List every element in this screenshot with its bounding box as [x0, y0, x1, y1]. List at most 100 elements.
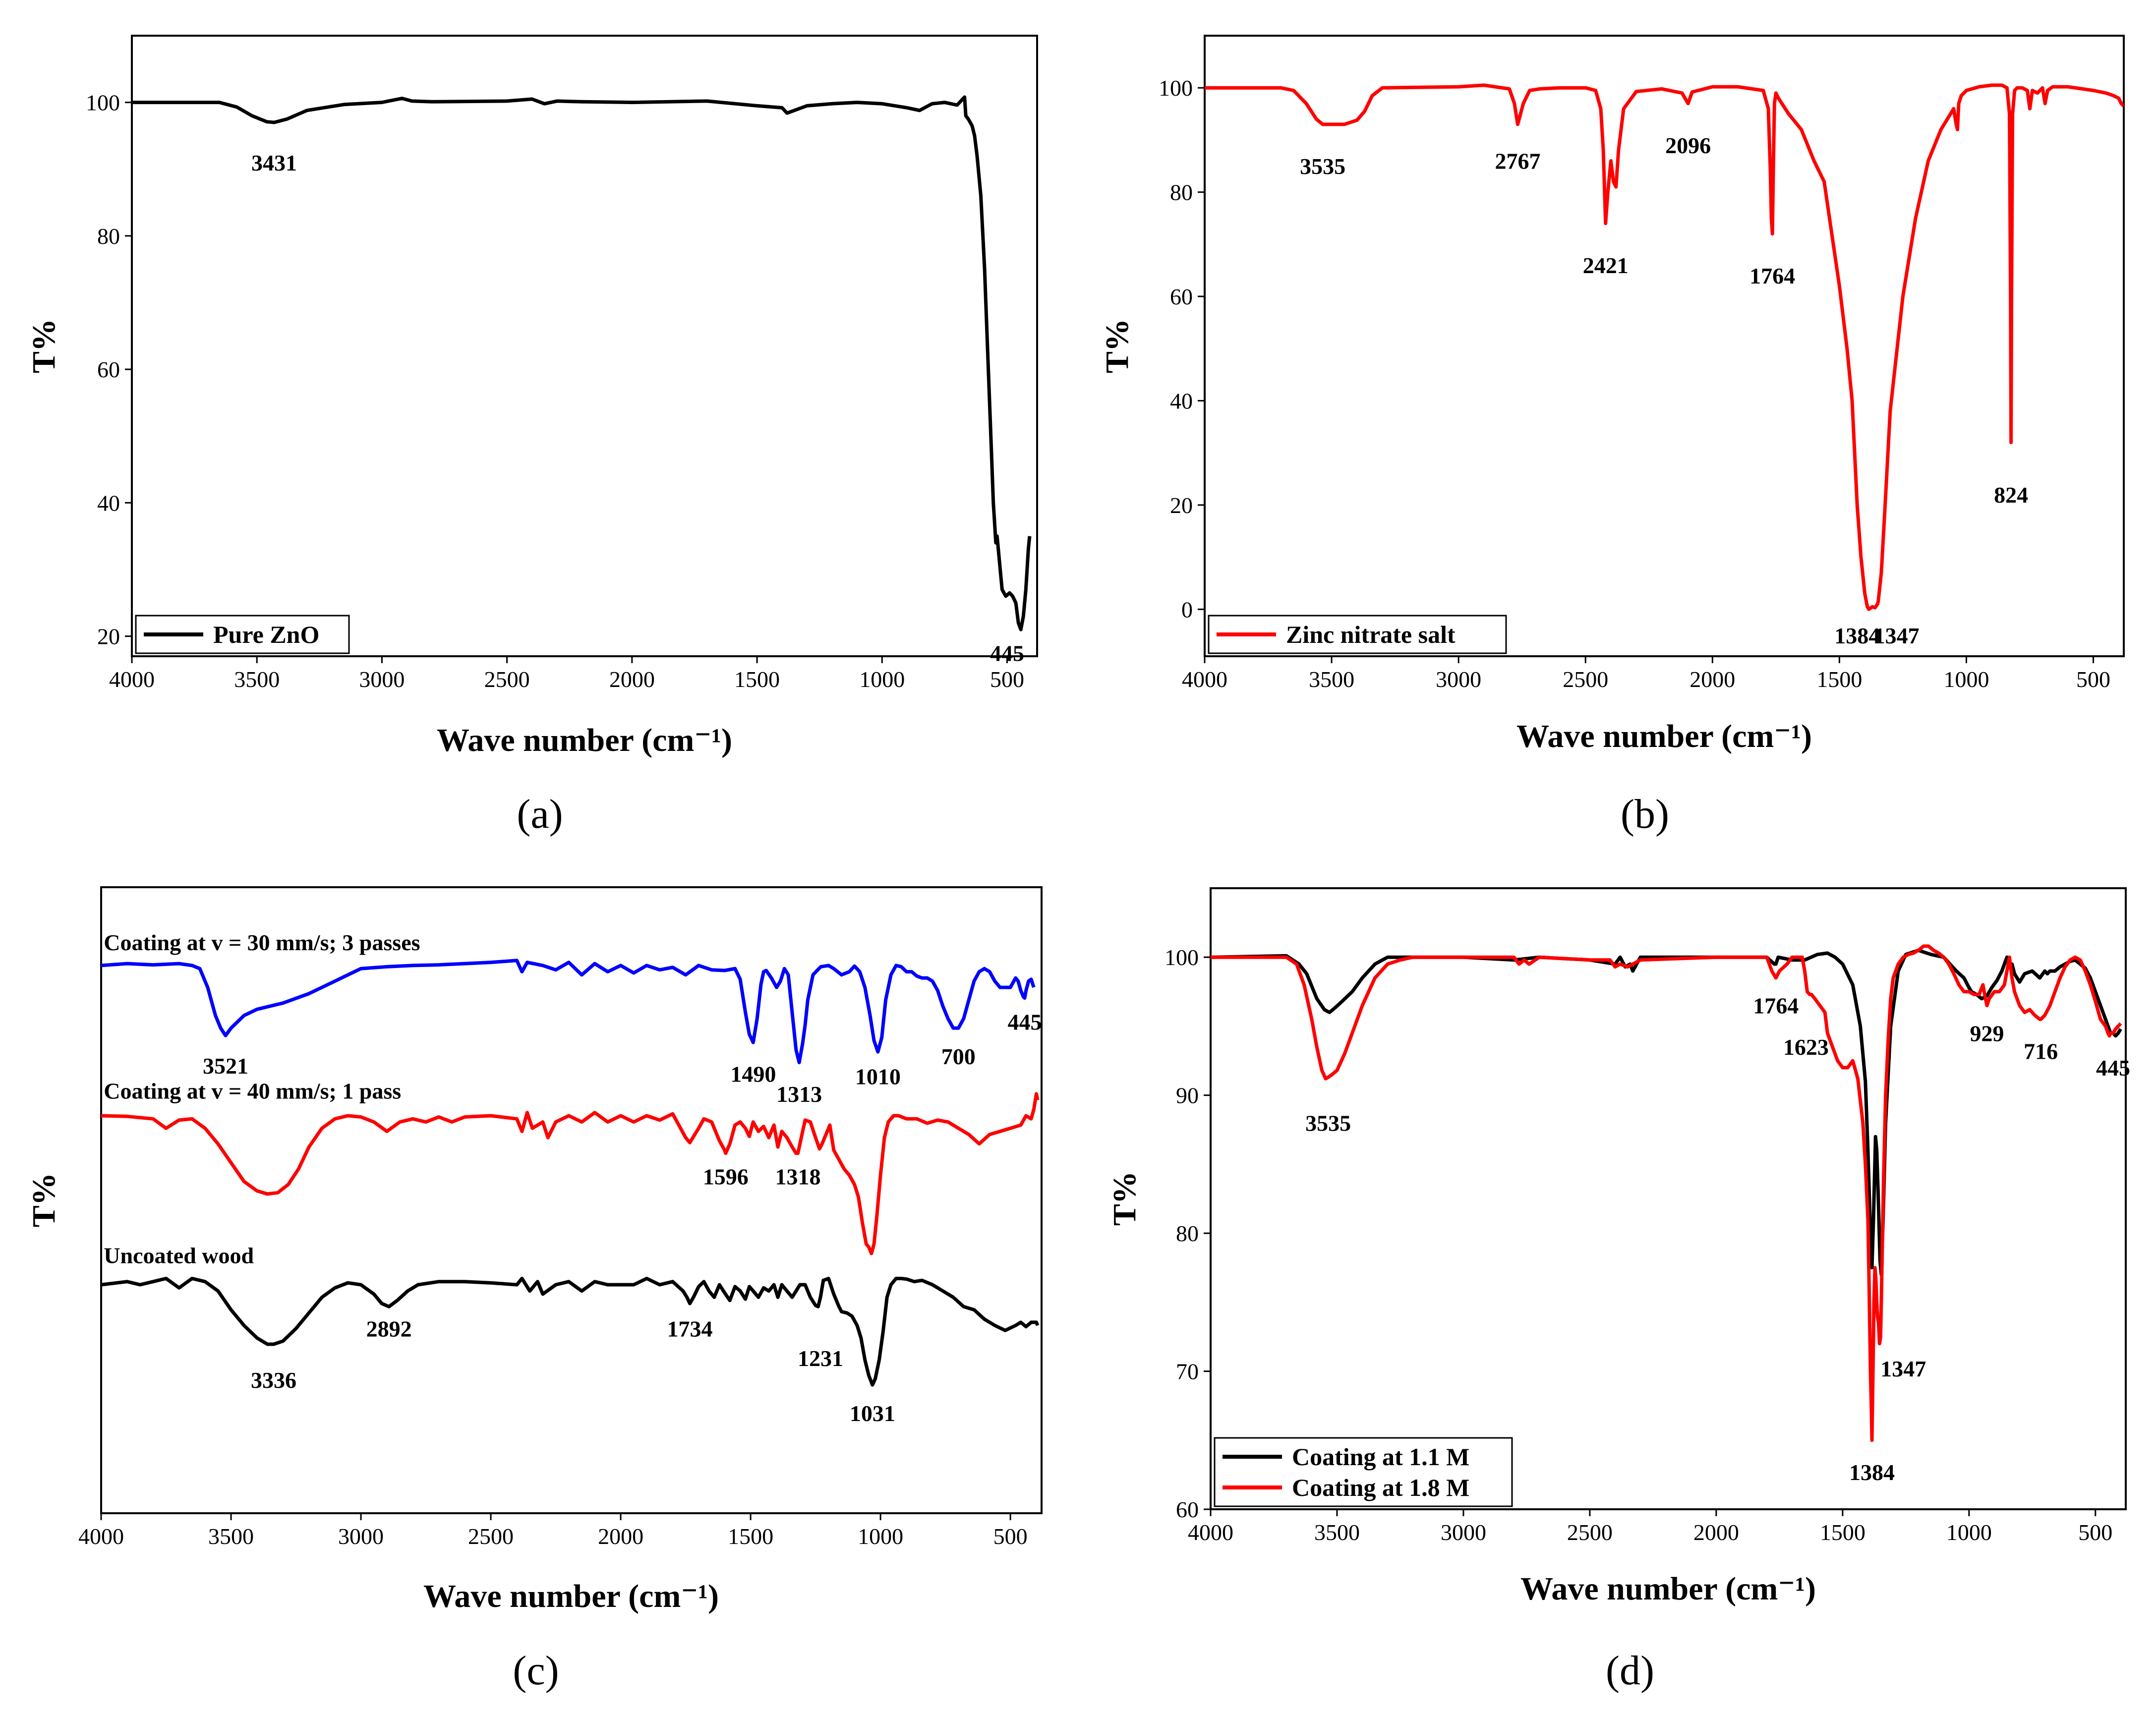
peak-annotation: 1384 — [1834, 623, 1880, 648]
peak-annotation: 716 — [2024, 1039, 2058, 1064]
x-tick-label: 3000 — [1441, 1520, 1486, 1545]
peak-annotation: 445 — [1007, 1010, 1042, 1035]
panel-label: (d) — [1606, 1648, 1654, 1694]
plot-marks: 4000 3500 3000 2500 2000 1500 1000 500 60 70 80 90 1… — [1165, 944, 2130, 1545]
peak-annotation: 1384 — [1849, 1460, 1895, 1485]
y-tick-label: 20 — [97, 624, 120, 649]
x-tick-label: 1500 — [728, 1524, 773, 1549]
legend-label: Coating at 1.8 M — [1292, 1474, 1469, 1501]
y-tick-label: 70 — [1176, 1359, 1199, 1384]
series-line-uncoated-wood — [101, 1276, 1040, 1387]
x-tick-label: 4000 — [78, 1524, 124, 1549]
peak-annotation: 700 — [941, 1044, 976, 1069]
y-tick-label: 40 — [97, 490, 120, 515]
peak-annotation: 1764 — [1753, 993, 1799, 1019]
peak-annotation: 1734 — [667, 1316, 712, 1341]
x-axis-title: Wave number (cm⁻¹) — [437, 722, 732, 758]
peak-annotation: 2892 — [366, 1316, 412, 1341]
peak-annotation: 1490 — [730, 1061, 776, 1086]
peak-annotation: 2096 — [1665, 133, 1711, 158]
peak-annotation: 1347 — [1874, 623, 1920, 648]
x-tick-label: 2500 — [468, 1524, 514, 1549]
y-axis-title: T% — [1107, 1171, 1143, 1226]
y-axis-title: T% — [26, 1173, 62, 1227]
x-tick-label: 2500 — [1567, 1520, 1613, 1545]
series-line-coating-at-1-8-m — [1211, 944, 2122, 1442]
x-tick-label: 1000 — [859, 667, 905, 692]
y-tick-label: 90 — [1176, 1083, 1199, 1108]
x-tick-label: 3500 — [234, 667, 280, 692]
y-tick-label: 100 — [1165, 945, 1199, 970]
x-axis-title: Wave number (cm⁻¹) — [1520, 1571, 1816, 1607]
peak-annotation: 1764 — [1749, 263, 1795, 288]
x-tick-label: 1000 — [1946, 1520, 1992, 1545]
y-tick-label: 60 — [1176, 1497, 1199, 1522]
peak-annotation: Coating at v = 30 mm/s; 3 passes — [104, 930, 420, 955]
series-line-zinc-nitrate-salt — [1205, 83, 2124, 611]
x-tick-label: 3000 — [338, 1524, 384, 1549]
x-tick-label: 500 — [990, 667, 1024, 692]
peak-annotation: 1596 — [703, 1164, 749, 1190]
y-axis-title: T% — [26, 319, 62, 373]
plot-marks: 4000 3500 3000 2500 2000 1500 1000 500 0 20 40 60 80… — [1159, 75, 2124, 692]
x-tick-label: 2500 — [484, 667, 530, 692]
peak-annotation: 1347 — [1880, 1356, 1926, 1381]
panel-d: 4000 3500 3000 2500 2000 1500 1000 500 60 70 80 90 1… — [1107, 887, 2130, 1694]
peak-annotation: 3535 — [1300, 154, 1345, 179]
plot-area-frame — [100, 886, 1043, 1514]
legend-label: Zinc nitrate salt — [1286, 621, 1456, 648]
panel-label: (a) — [517, 791, 563, 837]
x-tick-label: 2000 — [598, 1524, 643, 1549]
series-line-pure-zno — [132, 95, 1032, 631]
series-line-coating-at-v-30-mm-s-3-passes — [101, 959, 1036, 1065]
peak-annotation: 3521 — [203, 1053, 248, 1079]
plot-area-frame — [1204, 35, 2125, 657]
peak-annotation: 3431 — [251, 150, 297, 175]
peak-annotation: 3535 — [1305, 1110, 1351, 1136]
peak-annotation: Uncoated wood — [104, 1243, 254, 1268]
x-tick-label: 3000 — [1436, 667, 1481, 692]
y-tick-label: 20 — [1170, 493, 1193, 518]
peak-annotation: 1623 — [1783, 1034, 1829, 1060]
panel-c: 4000 3500 3000 2500 2000 1500 1000 500 Coating a… — [26, 886, 1043, 1694]
x-tick-label: 3000 — [359, 667, 405, 692]
x-tick-label: 1500 — [1820, 1520, 1865, 1545]
x-tick-label: 500 — [2076, 667, 2110, 692]
y-tick-label: 60 — [1170, 284, 1193, 309]
peak-annotation: 824 — [1994, 482, 2028, 508]
peak-annotation: 1031 — [850, 1401, 895, 1426]
x-tick-label: 2000 — [1693, 1520, 1739, 1545]
x-tick-label: 2000 — [609, 667, 655, 692]
peak-annotation: 1318 — [775, 1164, 820, 1190]
y-tick-label: 80 — [1176, 1221, 1199, 1246]
panel-b: 4000 3500 3000 2500 2000 1500 1000 500 0 20 40 60 80… — [1099, 35, 2125, 837]
x-tick-label: 2000 — [1690, 667, 1735, 692]
x-tick-label: 1500 — [1816, 667, 1862, 692]
plot-area-frame — [131, 35, 1038, 657]
legend-label: Pure ZnO — [213, 621, 319, 648]
peak-annotation: 1313 — [776, 1082, 822, 1107]
x-tick-label: 1000 — [1943, 667, 1989, 692]
y-tick-label: 80 — [1170, 180, 1193, 205]
x-tick-label: 4000 — [109, 667, 155, 692]
peak-annotation: 2767 — [1495, 149, 1540, 174]
series-line-coating-at-v-40-mm-s-1-pass — [101, 1092, 1040, 1255]
plot-area-frame — [1210, 887, 2127, 1510]
peak-annotation: Coating at v = 40 mm/s; 1 pass — [104, 1078, 401, 1103]
legend-box — [1214, 1437, 1513, 1507]
y-tick-label: 80 — [97, 224, 120, 249]
x-axis-title: Wave number (cm⁻¹) — [423, 1578, 719, 1614]
x-tick-label: 1500 — [734, 667, 780, 692]
x-tick-label: 3500 — [1309, 667, 1354, 692]
peak-annotation: 445 — [2096, 1055, 2130, 1081]
peak-annotation: 2421 — [1583, 253, 1629, 278]
y-tick-label: 60 — [97, 357, 120, 382]
x-tick-label: 500 — [993, 1524, 1028, 1549]
y-tick-label: 100 — [86, 90, 120, 115]
x-tick-label: 3500 — [1314, 1520, 1360, 1545]
panel-a: 4000 3500 3000 2500 2000 1500 1000 500 20 40 60 80 1… — [26, 35, 1038, 837]
panel-label: (c) — [513, 1648, 559, 1694]
legend-label: Coating at 1.1 M — [1292, 1443, 1469, 1471]
x-tick-label: 500 — [2078, 1520, 2112, 1545]
x-tick-label: 3500 — [208, 1524, 254, 1549]
